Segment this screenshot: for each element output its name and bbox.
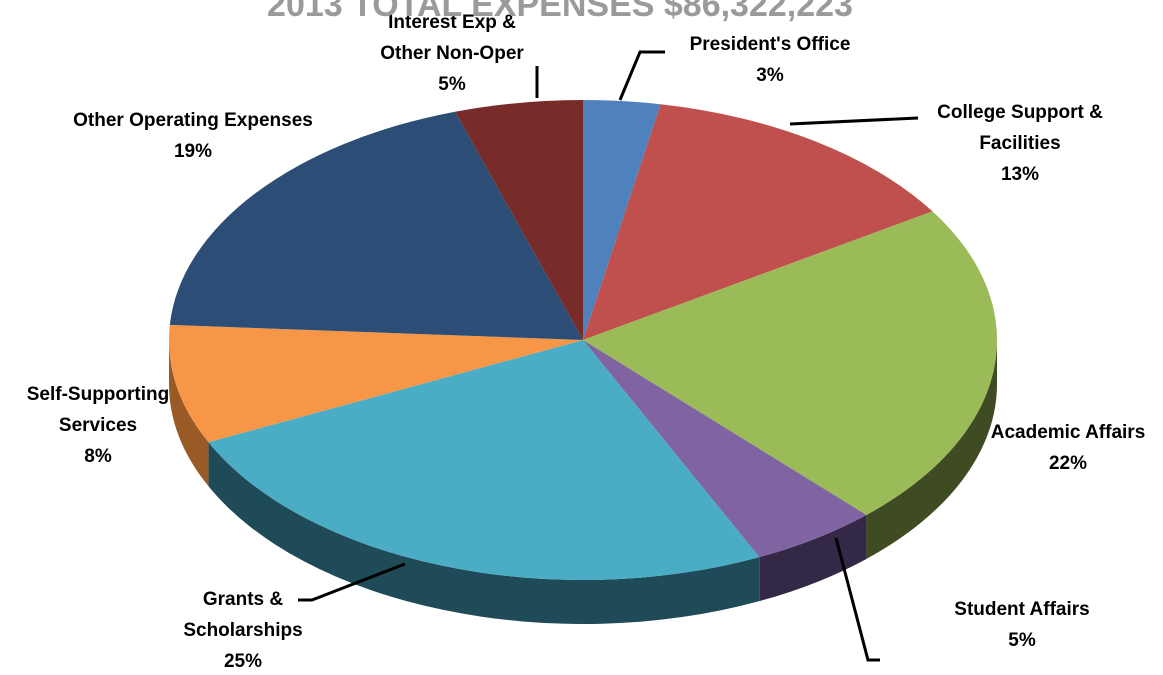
slice-label-line: Other Non-Oper: [380, 43, 524, 64]
chart-title: 2013 TOTAL EXPENSES $86,322,223: [267, 0, 853, 24]
slice-label-interest-exp-other-non-oper: Interest Exp & Other Non-Oper 5%: [380, 12, 524, 95]
slice-value-college-support-facilities: 13%: [1001, 164, 1039, 185]
slice-value-grants-scholarships: 25%: [224, 651, 262, 670]
slice-label-line: Facilities: [979, 133, 1060, 154]
slice-value-president-s-office: 3%: [756, 65, 784, 86]
slice-label-college-support-facilities: College Support & Facilities 13%: [937, 102, 1103, 185]
slice-label-line: President's Office: [690, 34, 851, 55]
slice-side-self-supporting-services: [169, 340, 209, 487]
slice-student-affairs: [583, 340, 867, 558]
slice-label-line: Grants &: [203, 589, 284, 610]
slice-label-line: Interest Exp &: [388, 12, 516, 33]
slice-label-line: College Support &: [937, 102, 1103, 123]
slice-academic-affairs: [583, 211, 997, 515]
slice-label-line: Self-Supporting: [27, 384, 169, 405]
slice-college-support-facilities: [583, 104, 933, 340]
slice-label-line: Services: [59, 415, 137, 436]
slice-label-grants-scholarships: Grants & Scholarships 25%: [183, 589, 302, 670]
slice-side-grants-scholarships: [208, 442, 760, 625]
slice-self-supporting-services: [169, 324, 583, 443]
slice-label-line: Other Operating Expenses: [73, 110, 313, 131]
slice-value-student-affairs: 5%: [1008, 630, 1036, 651]
slice-interest-exp-other-non-oper: [455, 100, 583, 340]
slice-grants-scholarships: [208, 340, 760, 580]
slice-value-interest-exp-other-non-oper: 5%: [438, 74, 466, 95]
leader-line-college-support-facilities: [789, 116, 919, 126]
slice-label-other-operating-expenses: Other Operating Expenses 19%: [73, 110, 313, 162]
slice-label-student-affairs: Student Affairs 5%: [954, 599, 1089, 651]
slice-side-student-affairs: [759, 514, 867, 602]
leader-line-student-affairs: [834, 537, 880, 662]
slice-label-line: Scholarships: [183, 620, 302, 641]
slice-label-line: Student Affairs: [954, 599, 1089, 620]
slice-value-other-operating-expenses: 19%: [174, 141, 212, 162]
slice-other-operating-expenses: [169, 111, 583, 341]
leader-line-grants-scholarships: [298, 562, 406, 602]
slice-president-s-office: [583, 100, 661, 340]
slice-value-self-supporting-services: 8%: [84, 446, 112, 467]
slice-label-self-supporting-services: Self-Supporting Services 8%: [27, 384, 169, 467]
slice-side-academic-affairs: [866, 340, 997, 559]
slice-value-academic-affairs: 22%: [1049, 453, 1087, 474]
slice-label-president-s-office: President's Office 3%: [690, 34, 851, 86]
slice-label-academic-affairs: Academic Affairs 22%: [991, 422, 1146, 474]
leader-line-president-s-office: [618, 50, 665, 101]
slice-label-line: Academic Affairs: [991, 422, 1146, 443]
